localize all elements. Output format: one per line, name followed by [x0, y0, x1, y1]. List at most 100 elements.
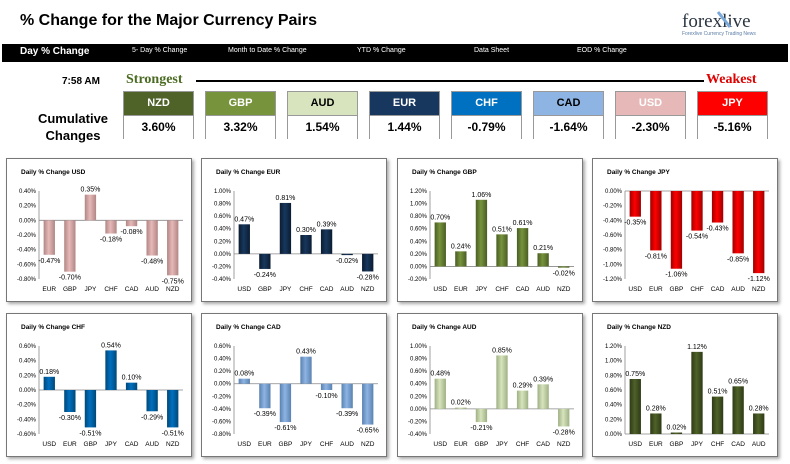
- bar-gbp: [475, 408, 488, 423]
- x-tick-label: NZD: [557, 441, 571, 448]
- bar-gbp: [670, 432, 683, 434]
- x-tick-label: NZD: [752, 286, 766, 293]
- cumulative-changes-label: Cumulative Changes: [30, 110, 116, 144]
- x-tick-label: CHF: [516, 441, 529, 448]
- x-tick-label: EUR: [454, 286, 468, 293]
- currency-cumulative-value: -5.16%: [698, 115, 767, 139]
- chart-panel-cad: Daily % Change CAD 0.60% 0.40% 0.20% 0.00% -0…: [201, 313, 387, 457]
- tab-data-sheet[interactable]: Data Sheet: [474, 47, 510, 54]
- bar-cad: [516, 228, 529, 267]
- cumulative-label-line2: Changes: [45, 128, 101, 143]
- x-tick-label: GBP: [258, 286, 272, 293]
- data-label: -0.35%: [624, 220, 646, 227]
- x-tick-label: USD: [433, 286, 447, 293]
- y-tick-label: 1.20%: [605, 344, 623, 350]
- bar-jpy: [300, 356, 312, 384]
- strength-arrow-line: [196, 80, 704, 82]
- y-tick-label: -0.80%: [212, 432, 232, 438]
- y-tick-label: -0.40%: [408, 432, 428, 438]
- y-tick-label: 0.80%: [214, 202, 232, 208]
- x-tick-label: JPY: [691, 441, 704, 448]
- chart-nzd: Daily % Change NZD 1.20% 1.00% 0.80% 0.60% 0.…: [605, 324, 769, 448]
- chart-panel-gbp: Daily % Change GBP 1.20% 1.00% 0.80% 0.60% 0.…: [397, 158, 583, 302]
- bar-gbp: [279, 383, 292, 423]
- x-tick-label: USD: [42, 441, 56, 448]
- y-tick-label: -0.40%: [603, 218, 623, 224]
- y-tick-label: -1.20%: [603, 277, 623, 283]
- bar-gbp: [84, 390, 97, 428]
- y-tick-label: -0.20%: [603, 204, 623, 210]
- tab-eod-change[interactable]: EOD % Change: [577, 47, 627, 54]
- bar-aud: [146, 220, 158, 256]
- x-tick-label: GBP: [670, 441, 684, 448]
- data-label: 0.47%: [234, 216, 254, 223]
- x-tick-label: CHF: [690, 286, 703, 293]
- y-tick-label: -0.60%: [603, 233, 623, 239]
- data-label: -0.24%: [254, 272, 276, 279]
- x-tick-label: AUD: [536, 286, 550, 293]
- chart-title: Daily % Change CAD: [216, 324, 281, 331]
- x-tick-label: EUR: [42, 286, 56, 293]
- data-label: -0.61%: [274, 425, 296, 432]
- bar-aud: [753, 413, 765, 434]
- bar-chf: [320, 383, 333, 390]
- y-tick-label: 0.40%: [214, 357, 232, 363]
- y-tick-label: -0.20%: [408, 277, 428, 283]
- data-label: -0.02%: [553, 271, 575, 278]
- weakest-label: Weakest: [706, 72, 757, 87]
- chart-title: Daily % Change JPY: [607, 169, 671, 176]
- bar-chf: [516, 390, 529, 409]
- y-tick-label: -0.20%: [408, 419, 428, 425]
- data-label: -0.28%: [357, 274, 379, 281]
- chart-panel-chf: Daily % Change CHF 0.60% 0.40% 0.20% 0.00% -0…: [6, 313, 192, 457]
- data-label: -0.02%: [336, 258, 358, 265]
- x-tick-label: GBP: [670, 286, 684, 293]
- bar-jpy: [496, 355, 508, 409]
- y-tick-label: 0.20%: [214, 239, 232, 245]
- tab-ytd-change[interactable]: YTD % Change: [357, 47, 406, 54]
- data-label: 0.08%: [234, 371, 254, 378]
- y-tick-label: 0.00%: [214, 382, 232, 388]
- currency-cumulative-value: 3.32%: [206, 115, 275, 139]
- tab-day-change[interactable]: Day % Change: [20, 46, 90, 57]
- y-tick-label: 0.20%: [19, 204, 37, 210]
- tab-5-day-change[interactable]: 5- Day % Change: [132, 47, 188, 54]
- bar-nzd: [753, 191, 765, 274]
- bar-jpy: [105, 350, 117, 390]
- chart-panel-nzd: Daily % Change NZD 1.20% 1.00% 0.80% 0.60% 0.…: [592, 313, 778, 457]
- forexlive-logo-graphic: forexlive Forexlive Currency Trading New…: [682, 11, 756, 37]
- chart-gbp: Daily % Change GBP1.20%1.00%0.80%0.60%0.…: [408, 169, 575, 293]
- y-tick-label: 0.80%: [605, 373, 623, 379]
- x-tick-label: CAD: [731, 441, 745, 448]
- bar-usd: [434, 222, 446, 267]
- data-label: 0.28%: [646, 405, 666, 412]
- data-label: 0.65%: [728, 378, 748, 385]
- data-label: 0.02%: [451, 400, 471, 407]
- strongest-label: Strongest: [126, 72, 183, 87]
- y-tick-label: 0.20%: [19, 373, 37, 379]
- data-label: 0.81%: [275, 195, 295, 202]
- currency-code: JPY: [698, 92, 767, 115]
- x-tick-label: CHF: [711, 441, 724, 448]
- chart-panel-usd: Daily % Change USD 0.40% 0.20% 0.00% -0.20% -…: [6, 158, 192, 302]
- x-tick-label: JPY: [105, 441, 118, 448]
- bar-chf: [300, 235, 312, 254]
- x-tick-label: GBP: [63, 286, 77, 293]
- chart-usd: Daily % Change USD 0.40% 0.20% 0.00% -0.20% -…: [17, 169, 184, 293]
- nav-bar: Day % Change 5- Day % Change Month to Da…: [2, 44, 788, 62]
- x-tick-label: AUD: [731, 286, 745, 293]
- currency-code: CAD: [534, 92, 603, 115]
- x-tick-label: CHF: [495, 286, 508, 293]
- y-tick-label: 0.80%: [410, 214, 428, 220]
- x-tick-label: USD: [237, 286, 251, 293]
- y-tick-label: 0.00%: [605, 432, 623, 438]
- chart-title: Daily % Change AUD: [412, 324, 477, 331]
- y-tick-label: 0.60%: [605, 388, 623, 394]
- y-tick-label: 0.00%: [19, 388, 37, 394]
- data-label: 0.18%: [39, 369, 59, 376]
- currency-cumulative-value: -0.79%: [452, 115, 521, 139]
- tab-month-to-date-change[interactable]: Month to Date % Change: [228, 47, 307, 54]
- bar-jpy: [475, 199, 488, 267]
- x-tick-label: JPY: [279, 286, 292, 293]
- currency-code: AUD: [288, 92, 357, 115]
